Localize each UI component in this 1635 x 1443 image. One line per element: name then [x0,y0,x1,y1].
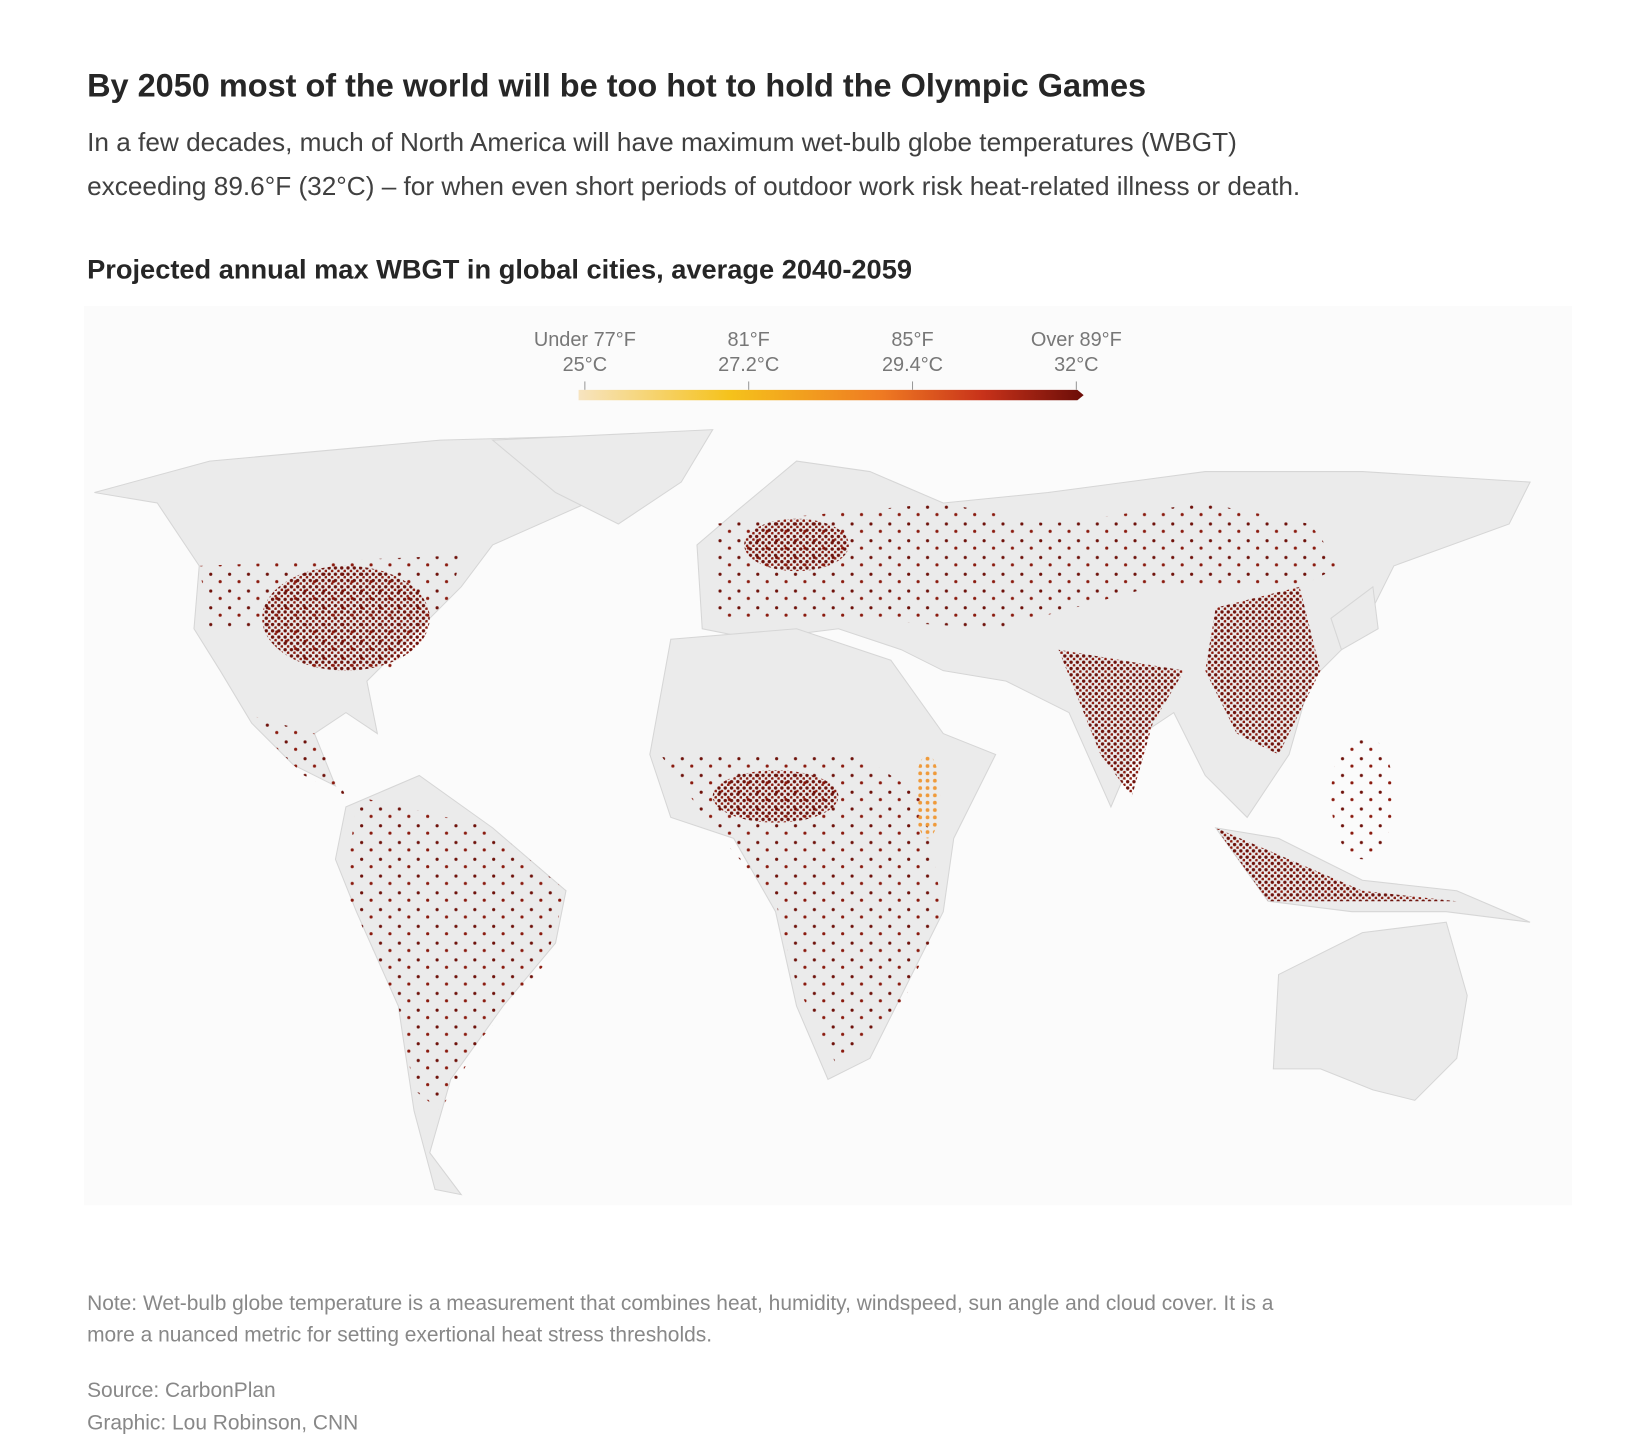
legend-label: 85°F [891,329,933,351]
legend-label: 27.2°C [718,354,779,376]
city-dots [199,503,1457,1111]
legend-label: Under 77°F [534,329,636,351]
source: Source: CarbonPlan [87,1379,276,1402]
legend-label: 81°F [728,329,770,351]
note: more a nuanced metric for setting exerti… [87,1323,712,1346]
map-title: Projected annual max WBGT in global citi… [87,254,912,285]
subtitle: In a few decades, much of North America … [87,127,1237,157]
title: By 2050 most of the world will be too ho… [87,67,1146,103]
color-ramp [578,389,1084,401]
subtitle: exceeding 89.6°F (32°C) – for when even … [87,171,1300,201]
legend-label: 29.4°C [882,354,943,376]
legend-label: 32°C [1054,354,1098,376]
legend-label: Over 89°F [1031,329,1122,351]
credit: Graphic: Lou Robinson, CNN [87,1411,358,1434]
legend-label: 25°C [563,354,607,376]
footer: Note: Wet-bulb globe temperature is a me… [87,1292,1274,1434]
note: Note: Wet-bulb globe temperature is a me… [87,1292,1274,1315]
legend: Under 77°F 25°C 81°F 27.2°C 85°F 29.4°C Over 8… [534,329,1122,401]
